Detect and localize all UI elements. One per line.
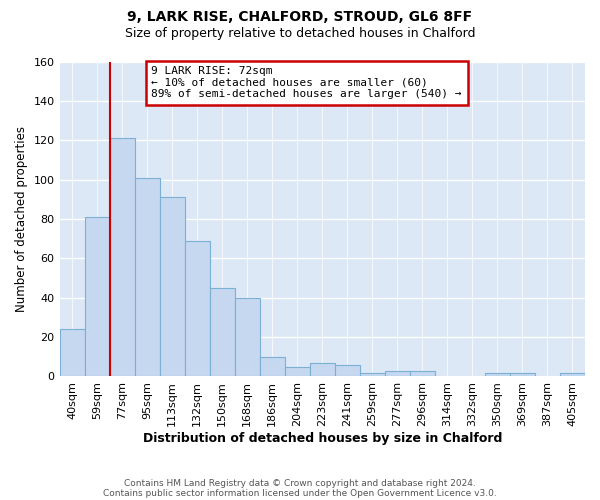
Bar xyxy=(410,370,435,376)
Text: Size of property relative to detached houses in Chalford: Size of property relative to detached ho… xyxy=(125,28,475,40)
Bar xyxy=(134,178,160,376)
Bar xyxy=(285,366,310,376)
Text: Contains HM Land Registry data © Crown copyright and database right 2024.: Contains HM Land Registry data © Crown c… xyxy=(124,478,476,488)
Text: Contains public sector information licensed under the Open Government Licence v3: Contains public sector information licen… xyxy=(103,488,497,498)
Bar xyxy=(235,298,260,376)
Bar xyxy=(160,198,185,376)
Bar xyxy=(510,372,535,376)
Y-axis label: Number of detached properties: Number of detached properties xyxy=(15,126,28,312)
Text: 9, LARK RISE, CHALFORD, STROUD, GL6 8FF: 9, LARK RISE, CHALFORD, STROUD, GL6 8FF xyxy=(127,10,473,24)
Bar xyxy=(335,364,360,376)
Bar xyxy=(385,370,410,376)
X-axis label: Distribution of detached houses by size in Chalford: Distribution of detached houses by size … xyxy=(143,432,502,445)
Bar xyxy=(209,288,235,376)
Bar xyxy=(360,372,385,376)
Bar xyxy=(260,357,285,376)
Bar xyxy=(560,372,585,376)
Bar xyxy=(85,217,110,376)
Bar xyxy=(185,240,209,376)
Bar xyxy=(310,362,335,376)
Text: 9 LARK RISE: 72sqm
← 10% of detached houses are smaller (60)
89% of semi-detache: 9 LARK RISE: 72sqm ← 10% of detached hou… xyxy=(151,66,462,100)
Bar xyxy=(110,138,134,376)
Bar xyxy=(485,372,510,376)
Bar xyxy=(59,329,85,376)
